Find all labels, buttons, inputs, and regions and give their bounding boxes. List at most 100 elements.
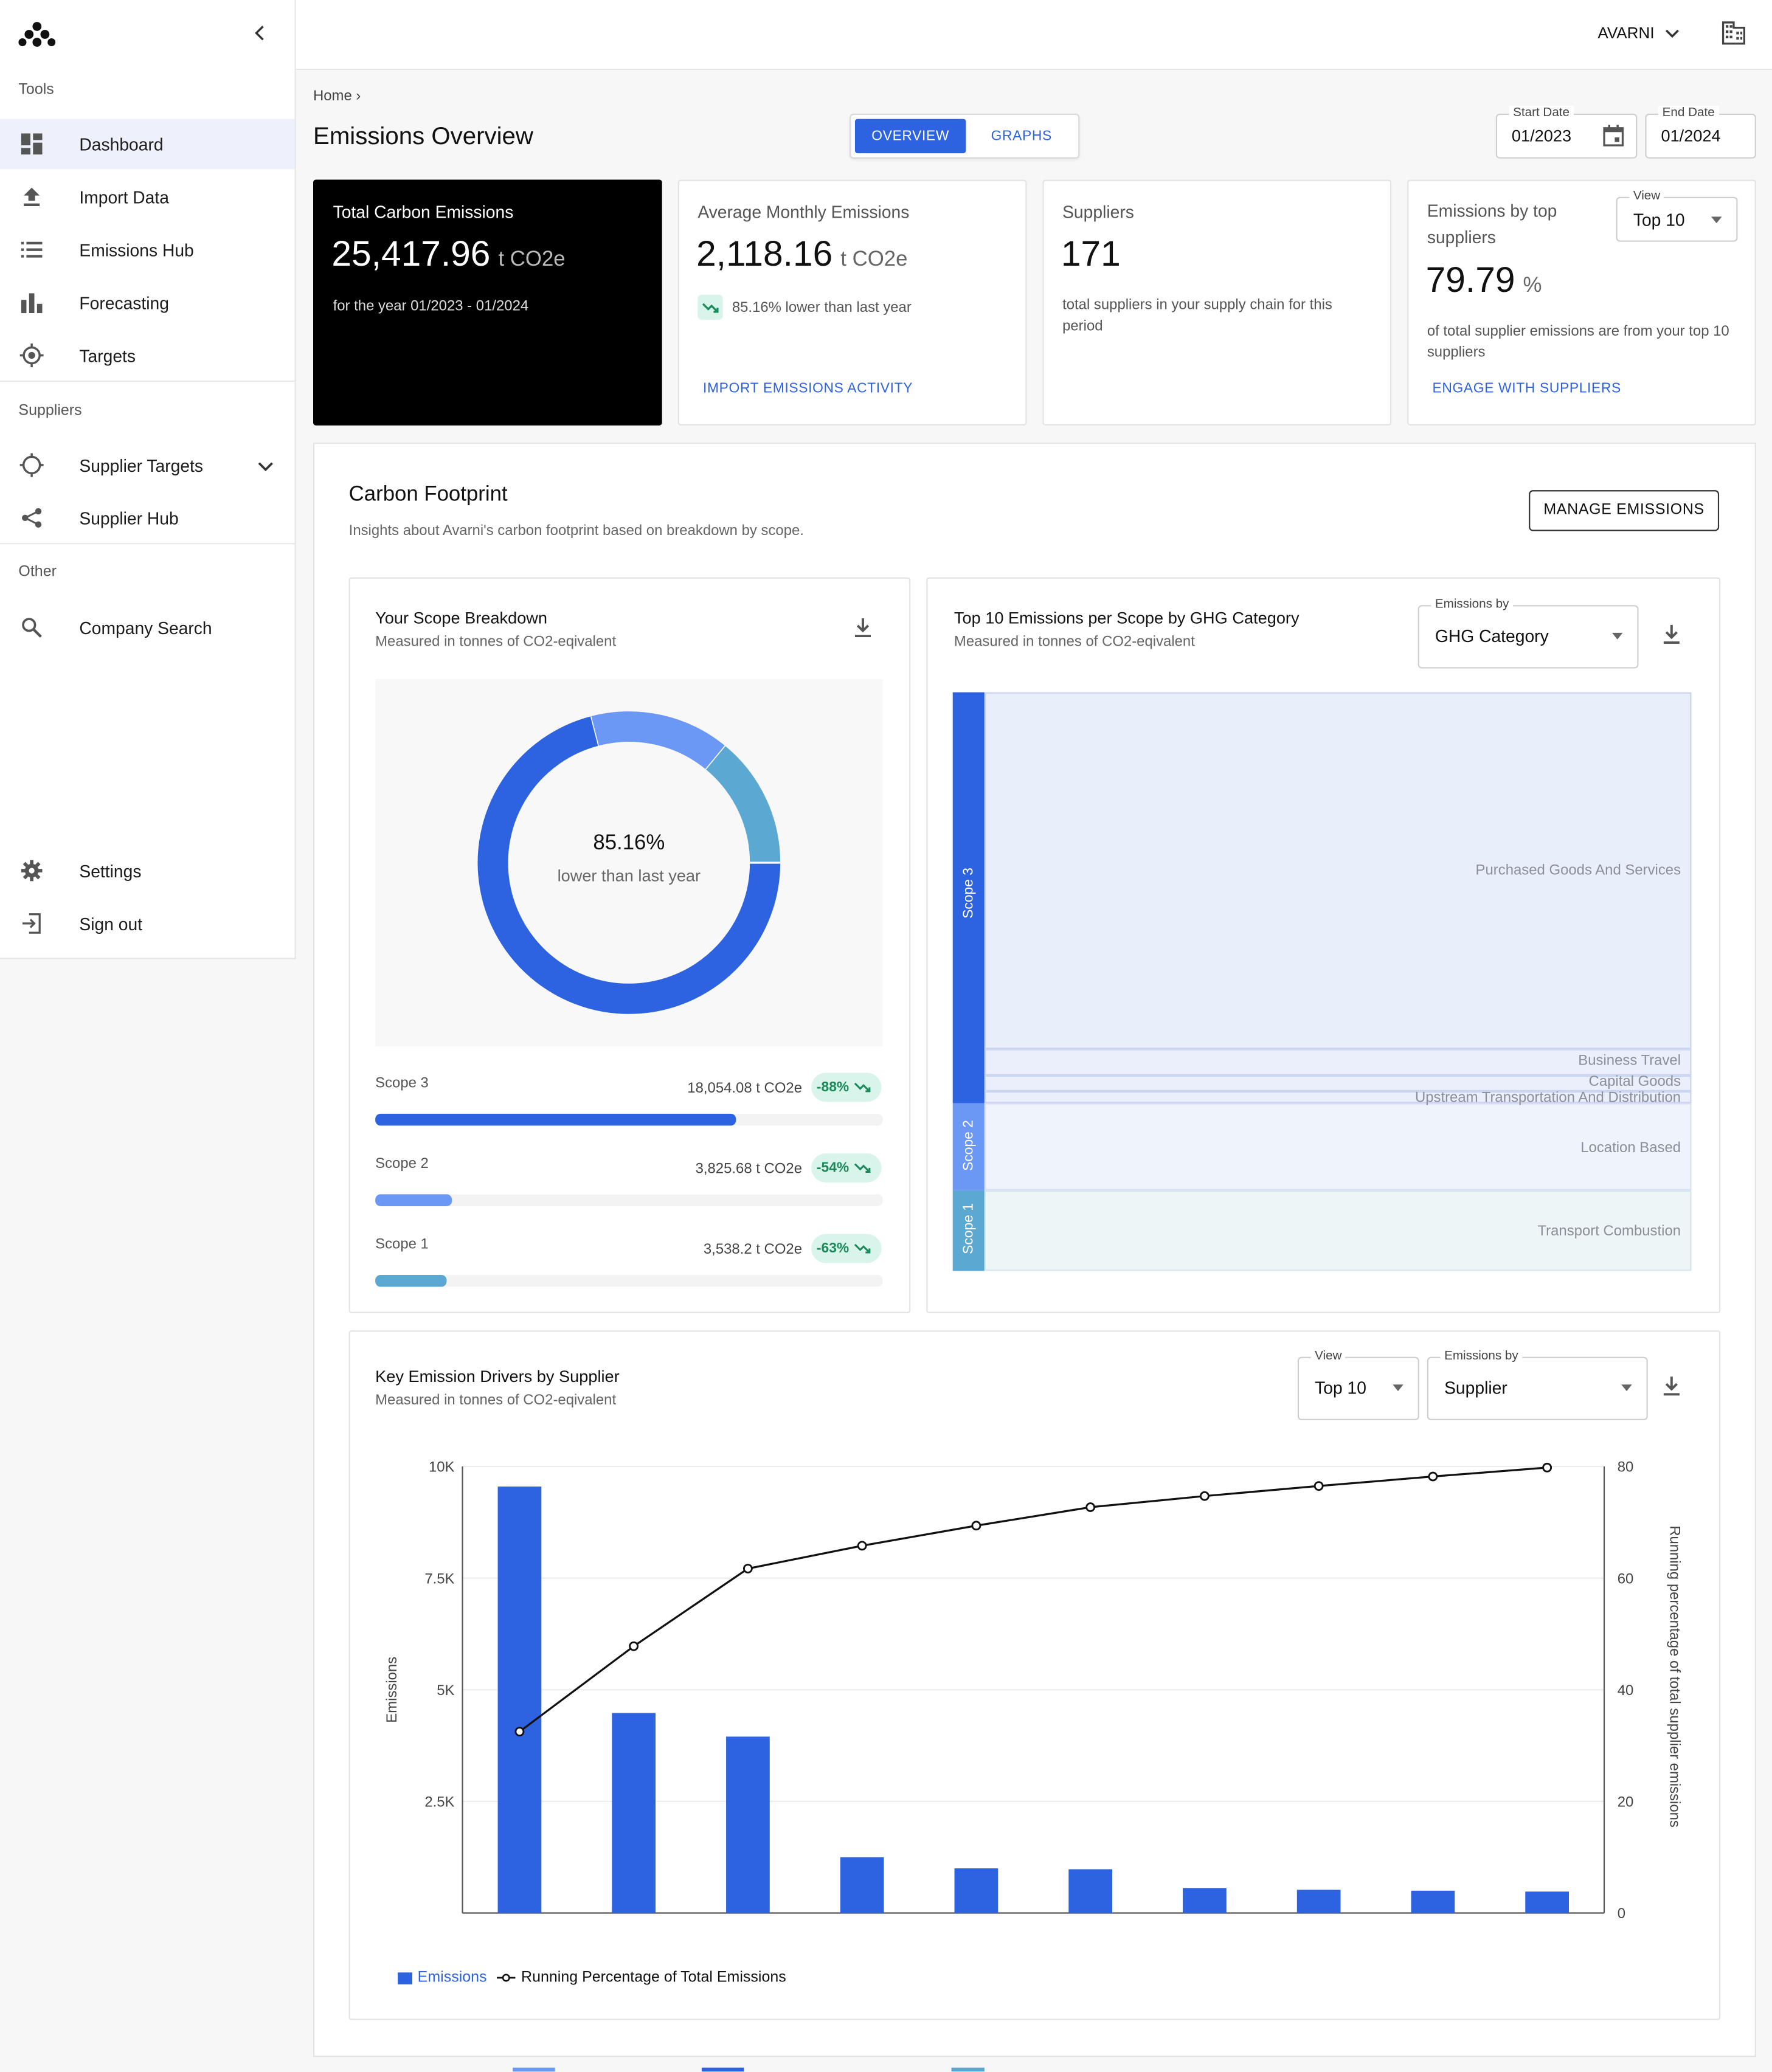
avarni-logo-icon[interactable] [18,21,56,57]
legend-swatch-line [497,1972,516,1983]
kpi-value: 79.79% [1426,260,1542,301]
kpi-value: 171 [1061,233,1121,274]
line-point [1542,1462,1552,1473]
kpi-value: 2,118.16 t CO2e [696,234,907,275]
caret-down-icon [1621,1384,1632,1392]
collapse-sidebar-icon[interactable] [249,21,272,47]
next-section-hint [513,2067,555,2072]
start-date-value: 01/2023 [1511,126,1572,146]
treemap-cell [984,1091,1692,1103]
line-point [514,1727,525,1737]
tab-overview[interactable]: OVERVIEW [854,119,966,154]
bar [1068,1869,1113,1913]
bar [1411,1890,1455,1913]
scope-change-badge: -63% [811,1234,882,1263]
breadcrumb[interactable]: Home › [313,89,361,105]
download-icon[interactable] [854,617,875,641]
select-label: View [1629,188,1664,204]
treemap-scope-3-bar [952,692,985,1103]
calendar-icon[interactable] [1603,124,1624,153]
sidebar-item-label: Supplier Hub [79,508,179,528]
line-point [1199,1491,1210,1501]
org-switcher[interactable]: AVARNI [1597,24,1680,43]
kpi-unit: t CO2e [498,248,566,271]
tab-graphs[interactable]: GRAPHS [991,128,1052,144]
line-point [1313,1481,1324,1491]
chart-legend: Emissions Running Percentage of Total Em… [398,1970,786,1986]
bar-chart-icon [18,289,44,316]
drivers-emissions-by-select[interactable]: Emissions by Supplier [1427,1349,1648,1420]
select-value: Supplier [1444,1378,1507,1398]
treemap-category-label: Upstream Transportation And Distribution [1414,1090,1681,1106]
top-view-select[interactable]: View Top 10 [1616,188,1738,242]
section-subtitle: Insights about Avarni's carbon footprint… [348,523,804,539]
card-subtitle: Measured in tonnes of CO2-eqivalent [375,634,617,651]
donut-center-label: lower than last year [557,866,701,885]
scope-label: Scope 1 [375,1236,429,1253]
scope-bar-fill [375,1274,447,1287]
select-label: View [1310,1349,1346,1364]
sidebar-item-settings[interactable]: Settings [0,846,295,896]
chevron-down-icon[interactable] [258,455,274,478]
download-icon[interactable] [1663,1375,1684,1399]
building-icon[interactable] [1722,21,1745,52]
treemap-scope-label: Scope 2 [960,1120,977,1171]
emission-drivers-card [348,1330,1721,2020]
y2-tick-label: 80 [1618,1459,1634,1476]
scope-donut-chart [477,711,781,1014]
treemap-category-label: Capital Goods [1588,1074,1681,1090]
card-title: Key Emission Drivers by Supplier [375,1367,620,1386]
sidebar-item-company-search[interactable]: Company Search [0,603,295,653]
emissions-by-select[interactable]: Emissions by GHG Category [1417,597,1639,669]
select-value: Top 10 [1315,1378,1366,1398]
scope-value: 3,825.68 t CO2e [695,1161,803,1178]
card-title: Your Scope Breakdown [375,609,548,628]
trend-down-icon [853,1161,871,1175]
breadcrumb-home[interactable]: Home [313,88,352,105]
line-point [1428,1471,1438,1482]
sidebar-item-sign-out[interactable]: Sign out [0,899,295,949]
y-tick-label: 10K [429,1459,455,1476]
donut-slice [477,716,781,1014]
sidebar-item-import-data[interactable]: Import Data [0,171,295,222]
card-subtitle: Measured in tonnes of CO2-eqivalent [375,1392,617,1409]
divider [0,380,295,382]
sidebar-item-targets[interactable]: Targets [0,330,295,381]
treemap-scope-1-bar [952,1190,985,1271]
sidebar-item-supplier-hub[interactable]: Supplier Hub [0,493,295,544]
sidebar-item-supplier-targets[interactable]: Supplier Targets [0,440,295,491]
scope-bar-fill [375,1194,452,1206]
y-tick-label: 7.5K [424,1570,454,1587]
manage-emissions-button[interactable]: MANAGE EMISSIONS [1529,490,1720,531]
scope-bar-fill [375,1113,736,1126]
import-emissions-link[interactable]: IMPORT EMISSIONS ACTIVITY [703,380,913,396]
bar [1183,1888,1227,1913]
bar [497,1487,542,1913]
search-icon [18,614,44,640]
scope-value: 18,054.08 t CO2e [687,1080,803,1097]
bar [840,1857,884,1913]
end-date-field[interactable]: End Date 01/2024 [1645,105,1756,159]
caret-down-icon [1612,632,1623,640]
sidebar-item-emissions-hub[interactable]: Emissions Hub [0,224,295,275]
next-section-hint [701,2067,744,2072]
sidebar-item-forecasting[interactable]: Forecasting [0,277,295,328]
donut-slice [591,711,725,770]
divider [0,543,295,545]
y-tick-label: 2.5K [424,1794,454,1811]
drivers-view-select[interactable]: View Top 10 [1297,1349,1419,1420]
treemap-category-label: Location Based [1580,1140,1681,1156]
y2-tick-label: 0 [1618,1905,1625,1922]
download-icon[interactable] [1663,624,1684,648]
trend-down-icon [697,294,723,320]
y2-tick-label: 40 [1618,1682,1634,1699]
chevron-right-icon: › [356,88,361,105]
treemap-scope-label: Scope 1 [960,1203,977,1254]
engage-suppliers-link[interactable]: ENGAGE WITH SUPPLIERS [1432,380,1621,396]
sidebar-item-dashboard[interactable]: Dashboard [0,119,295,170]
scope-change: -63% [816,1240,850,1257]
line-point [629,1641,639,1651]
start-date-field[interactable]: Start Date 01/2023 [1495,105,1638,159]
legend-label: Emissions [417,1969,487,1986]
running-percentage-line [519,1466,1548,1733]
